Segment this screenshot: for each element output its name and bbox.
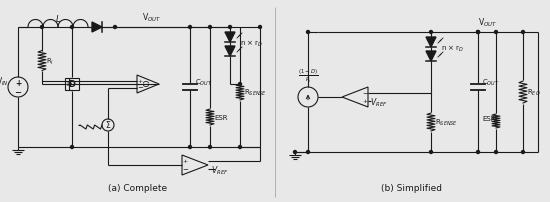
Text: +: + [362,99,367,104]
Text: Σ: Σ [106,121,111,129]
Circle shape [476,31,480,34]
Circle shape [208,26,212,29]
Circle shape [521,31,525,34]
Circle shape [521,151,525,154]
Circle shape [494,151,498,154]
Text: D: D [69,80,75,89]
Text: −: − [137,85,143,91]
Circle shape [306,151,310,154]
Text: R$_{SENSE}$: R$_{SENSE}$ [435,117,458,127]
Text: V$_{REF}$: V$_{REF}$ [211,164,229,176]
Polygon shape [426,52,436,62]
Circle shape [113,26,117,29]
Circle shape [41,26,43,29]
Circle shape [239,146,241,149]
Polygon shape [92,23,102,33]
Text: +: + [15,79,21,87]
Text: L: L [56,15,60,24]
Text: V$_{IN}$: V$_{IN}$ [0,75,9,88]
Text: V$_{REF}$: V$_{REF}$ [370,96,388,109]
Circle shape [258,26,261,29]
Circle shape [70,26,74,29]
Text: (b) Simplified: (b) Simplified [381,183,442,192]
Text: +: + [183,159,188,164]
Text: +: + [138,79,142,84]
Text: V$_{OUT}$: V$_{OUT}$ [142,12,162,24]
Text: ESR: ESR [214,115,228,120]
Circle shape [476,31,480,34]
Circle shape [306,31,310,34]
Text: n × r$_D$: n × r$_D$ [441,44,464,54]
Text: (a) Complete: (a) Complete [108,183,168,192]
Text: C$_{OUT}$: C$_{OUT}$ [195,78,213,88]
Circle shape [208,146,212,149]
Text: $\frac{(1-D)}{R_i}$: $\frac{(1-D)}{R_i}$ [298,67,318,85]
Circle shape [189,146,191,149]
Text: R$_{SENSE}$: R$_{SENSE}$ [244,87,267,98]
Polygon shape [225,47,235,57]
Circle shape [70,146,74,149]
Circle shape [430,31,432,34]
Circle shape [476,151,480,154]
Circle shape [189,26,191,29]
Circle shape [239,83,241,86]
Text: R$_i$: R$_i$ [46,56,54,66]
Bar [65,79,79,90]
Polygon shape [426,38,436,48]
Text: ESR: ESR [482,115,496,121]
Circle shape [430,151,432,154]
Circle shape [494,31,498,34]
Text: V$_{OUT}$: V$_{OUT}$ [478,16,498,29]
Text: −: − [14,87,21,97]
Circle shape [294,151,296,154]
Text: −: − [362,90,368,97]
Circle shape [228,26,232,29]
Text: C$_{OUT}$: C$_{OUT}$ [482,78,500,88]
Text: −: − [182,166,188,172]
Text: n × r$_D$: n × r$_D$ [240,39,263,49]
Text: R$_{EQ}$: R$_{EQ}$ [527,87,541,98]
Polygon shape [225,33,235,43]
